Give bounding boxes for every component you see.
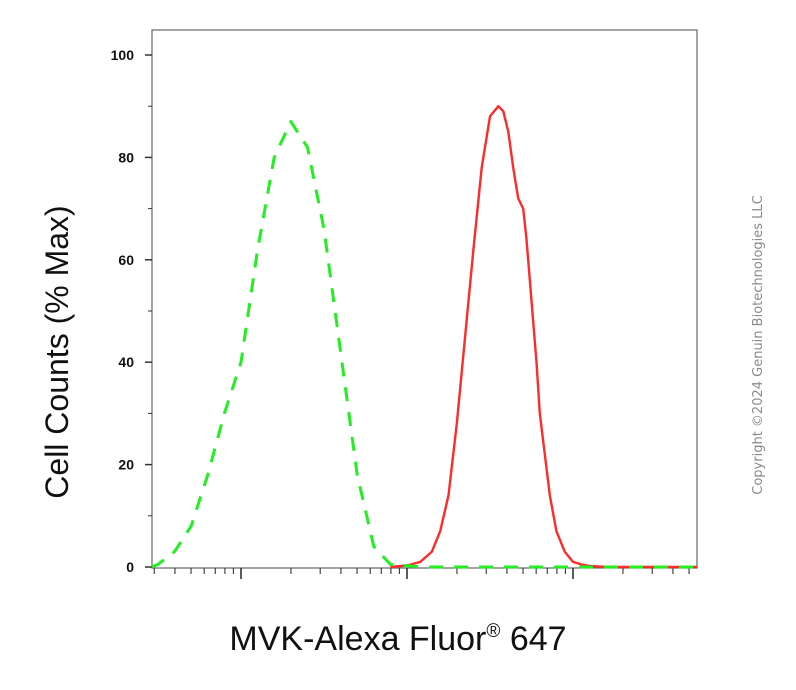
x-axis-title-tail: 647: [500, 620, 567, 658]
axes: 0 20 40 60 80 100: [111, 47, 690, 579]
y-tick-label: 80: [118, 149, 134, 165]
y-tick-label: 20: [118, 457, 134, 473]
y-axis-title: Cell Counts (% Max): [39, 205, 75, 498]
control-histogram-line: [151, 120, 697, 569]
stained-histogram-line: [390, 104, 697, 569]
plot-frame: [151, 29, 698, 569]
y-tick-label: 60: [118, 252, 134, 268]
series-layer: [151, 104, 697, 569]
x-axis-title: MVK-Alexa Fluor® 647: [0, 620, 796, 659]
y-tick-label: 40: [118, 354, 134, 370]
y-tick-label: 100: [111, 47, 135, 63]
x-axis-title-superscript: ®: [486, 621, 501, 642]
x-axis-title-main: MVK-Alexa Fluor: [229, 620, 487, 658]
y-tick-label: 0: [126, 559, 134, 575]
copyright-watermark: Copyright ©2024 Genuin Biotechnologies L…: [751, 195, 766, 494]
